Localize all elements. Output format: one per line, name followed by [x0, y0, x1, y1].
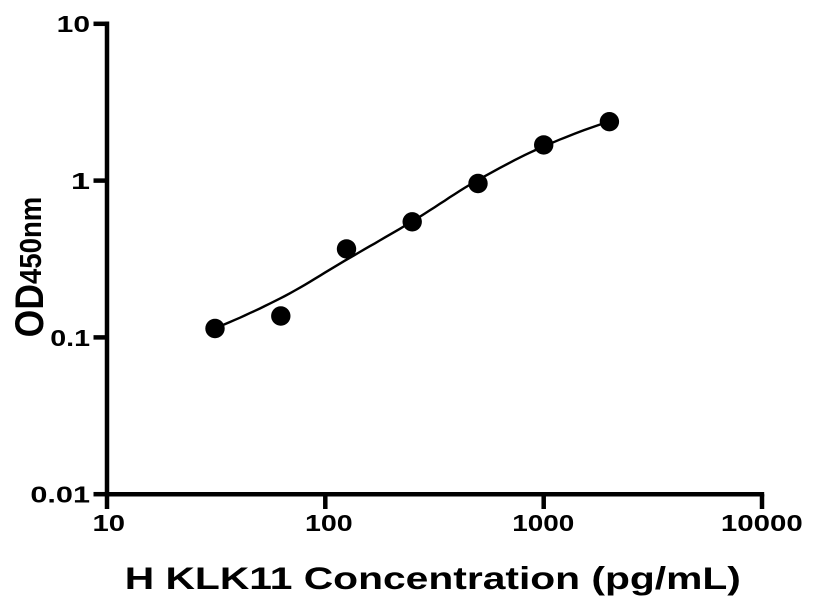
- svg-text:0.01: 0.01: [30, 481, 90, 508]
- svg-text:OD450nm: OD450nm: [8, 197, 52, 338]
- svg-text:1000: 1000: [512, 511, 574, 537]
- svg-text:10: 10: [57, 11, 90, 37]
- svg-text:10: 10: [93, 510, 126, 537]
- svg-text:10000: 10000: [721, 510, 803, 537]
- svg-text:1: 1: [71, 168, 90, 194]
- svg-text:0.1: 0.1: [50, 324, 90, 351]
- svg-text:H KLK11 Concentration (pg/mL): H KLK11 Concentration (pg/mL): [125, 561, 741, 596]
- svg-text:100: 100: [305, 509, 353, 536]
